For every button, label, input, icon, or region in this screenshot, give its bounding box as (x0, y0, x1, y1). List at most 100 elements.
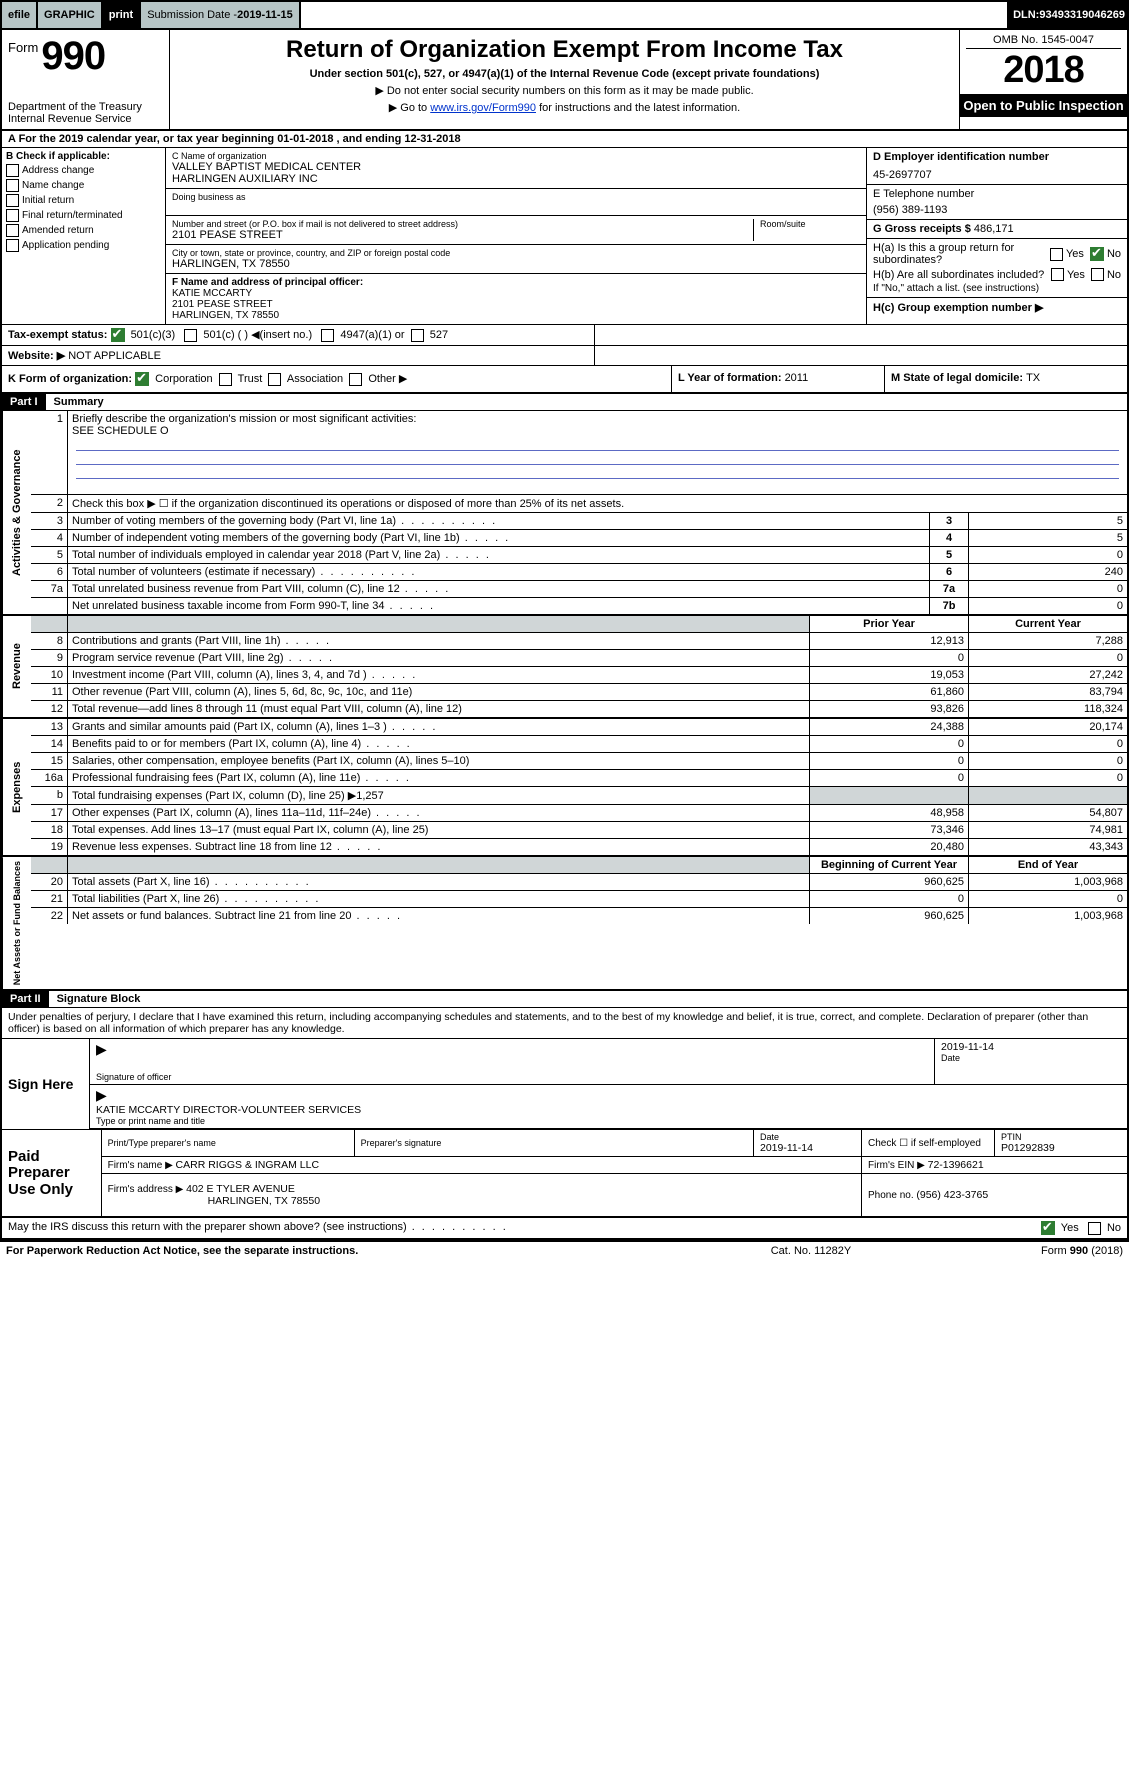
row-i-right (595, 325, 1127, 345)
submission-date: Submission Date - 2019-11-15 (141, 2, 301, 28)
k-trust[interactable] (219, 373, 232, 386)
part2-title: Signature Block (49, 991, 149, 1007)
part1-title: Summary (46, 394, 112, 410)
form-title: Return of Organization Exempt From Incom… (176, 36, 953, 64)
room-lbl: Room/suite (760, 219, 860, 229)
net-sidelabel: Net Assets or Fund Balances (2, 857, 31, 989)
dln: DLN: 93493319046269 (1007, 2, 1129, 28)
ha-lbl: H(a) Is this a group return for subordin… (873, 242, 1050, 266)
chk-name[interactable]: Name change (6, 179, 161, 192)
g-lbl: G Gross receipts $ (873, 223, 974, 235)
submission-date-label: Submission Date - (147, 9, 237, 21)
row-i: Tax-exempt status: 501(c)(3) 501(c) ( ) … (0, 325, 1129, 346)
firm-name: CARR RIGGS & INGRAM LLC (176, 1159, 320, 1171)
preparer-table: Print/Type preparer's name Preparer's si… (102, 1130, 1127, 1216)
col-b: B Check if applicable: Address change Na… (2, 148, 166, 324)
row-a: A For the 2019 calendar year, or tax yea… (0, 131, 1129, 148)
k-corp[interactable] (135, 372, 149, 386)
chk-amended[interactable]: Amended return (6, 224, 161, 237)
k-other[interactable] (349, 373, 362, 386)
footer-left: For Paperwork Reduction Act Notice, see … (0, 1242, 705, 1260)
hdr-right: OMB No. 1545-0047 2018 Open to Public In… (960, 30, 1127, 129)
print-button[interactable]: print (103, 2, 141, 28)
submission-date-value: 2019-11-15 (237, 9, 293, 21)
part1-rev: Revenue Prior YearCurrent Year 8Contribu… (0, 616, 1129, 719)
dept2: Internal Revenue Service (8, 113, 163, 125)
chk-initial[interactable]: Initial return (6, 194, 161, 207)
p1-exp-table: 13Grants and similar amounts paid (Part … (31, 719, 1127, 855)
block-bh: B Check if applicable: Address change Na… (0, 148, 1129, 325)
firm-phone: (956) 423-3765 (916, 1189, 988, 1201)
form-line2: Do not enter social security numbers on … (176, 84, 953, 97)
sign-here-row: Sign Here Signature of officer 2019-11-1… (2, 1039, 1127, 1129)
hdr-mid: Return of Organization Exempt From Incom… (170, 30, 960, 129)
discuss-yes[interactable] (1041, 1221, 1055, 1235)
form-line3a: Go to (400, 102, 430, 114)
l1val: SEE SCHEDULE O (72, 425, 169, 437)
discuss-row: May the IRS discuss this return with the… (0, 1218, 1129, 1240)
pp-sig-lbl: Preparer's signature (354, 1130, 753, 1157)
row-j: Website: ▶ NOT APPLICABLE (0, 346, 1129, 366)
street-val: 2101 PEASE STREET (172, 229, 747, 241)
hb-no[interactable] (1091, 268, 1104, 281)
i-501c[interactable] (184, 329, 197, 342)
i-527[interactable] (411, 329, 424, 342)
form-word: Form (8, 40, 38, 55)
l1: Briefly describe the organization's miss… (72, 413, 416, 425)
e-lbl: E Telephone number (873, 188, 1121, 200)
efile-label: efile (2, 2, 38, 28)
dba-lbl: Doing business as (172, 192, 860, 202)
tax-year: 2018 (966, 49, 1121, 92)
firm-ein: 72-1396621 (928, 1159, 984, 1171)
k-lbl: K Form of organization: (8, 373, 132, 385)
ha-yes[interactable] (1050, 248, 1063, 261)
ha-no[interactable] (1090, 247, 1104, 261)
perjury-text: Under penalties of perjury, I declare th… (2, 1008, 1127, 1039)
i-4947[interactable] (321, 329, 334, 342)
part2-header-row: Part II Signature Block (0, 991, 1129, 1008)
cname-lbl: C Name of organization (172, 151, 860, 161)
colb-heading: B Check if applicable: (6, 151, 161, 162)
f-street: 2101 PEASE STREET (172, 299, 860, 310)
cname2: HARLINGEN AUXILIARY INC (172, 173, 860, 185)
part1-header-row: Part I Summary (0, 394, 1129, 411)
dln-value: 93493319046269 (1039, 9, 1125, 21)
rev-sidelabel: Revenue (2, 616, 31, 717)
sig-date: 2019-11-14 (941, 1041, 1121, 1053)
city-val: HARLINGEN, TX 78550 (172, 258, 860, 270)
row-j-right (595, 346, 1127, 365)
e-val: (956) 389-1193 (873, 204, 1121, 216)
form-number: 990 (41, 34, 105, 79)
f-lbl: F Name and address of principal officer: (172, 277, 860, 288)
part1-exp: Expenses 13Grants and similar amounts pa… (0, 719, 1129, 857)
chk-address[interactable]: Address change (6, 164, 161, 177)
chk-pending[interactable]: Application pending (6, 239, 161, 252)
hb-lbl: H(b) Are all subordinates included? (873, 269, 1051, 281)
topbar-gap (301, 2, 1007, 28)
k-assoc[interactable] (268, 373, 281, 386)
p1-gov-table: 1 Briefly describe the organization's mi… (31, 411, 1127, 614)
pp-check[interactable]: Check ☐ if self-employed (862, 1130, 995, 1157)
graphic-label[interactable]: GRAPHIC (38, 2, 103, 28)
sign-here-label: Sign Here (2, 1039, 90, 1129)
k-M-val: TX (1026, 372, 1040, 384)
h-note: If "No," attach a list. (see instruction… (873, 283, 1121, 294)
j-lbl: Website: ▶ (8, 350, 65, 362)
k-L-val: 2011 (785, 372, 809, 384)
street-lbl: Number and street (or P.O. box if mail i… (172, 219, 747, 229)
d-lbl: D Employer identification number (873, 151, 1121, 163)
chk-final[interactable]: Final return/terminated (6, 209, 161, 222)
form990-link[interactable]: www.irs.gov/Form990 (430, 102, 536, 114)
exp-sidelabel: Expenses (2, 719, 31, 855)
form-line3b: for instructions and the latest informat… (539, 102, 740, 114)
firm-addr1: 402 E TYLER AVENUE (186, 1183, 295, 1195)
top-bar: efile GRAPHIC print Submission Date - 20… (0, 0, 1129, 30)
discuss-no[interactable] (1088, 1222, 1101, 1235)
cname1: VALLEY BAPTIST MEDICAL CENTER (172, 161, 860, 173)
sig-of-officer[interactable]: Signature of officer (90, 1039, 934, 1084)
hb-yes[interactable] (1051, 268, 1064, 281)
f-city: HARLINGEN, TX 78550 (172, 310, 860, 321)
p1-rev-table: Prior YearCurrent Year 8Contributions an… (31, 616, 1127, 717)
i-501c3-chk[interactable] (111, 328, 125, 342)
i-lbl: Tax-exempt status: (8, 329, 107, 341)
